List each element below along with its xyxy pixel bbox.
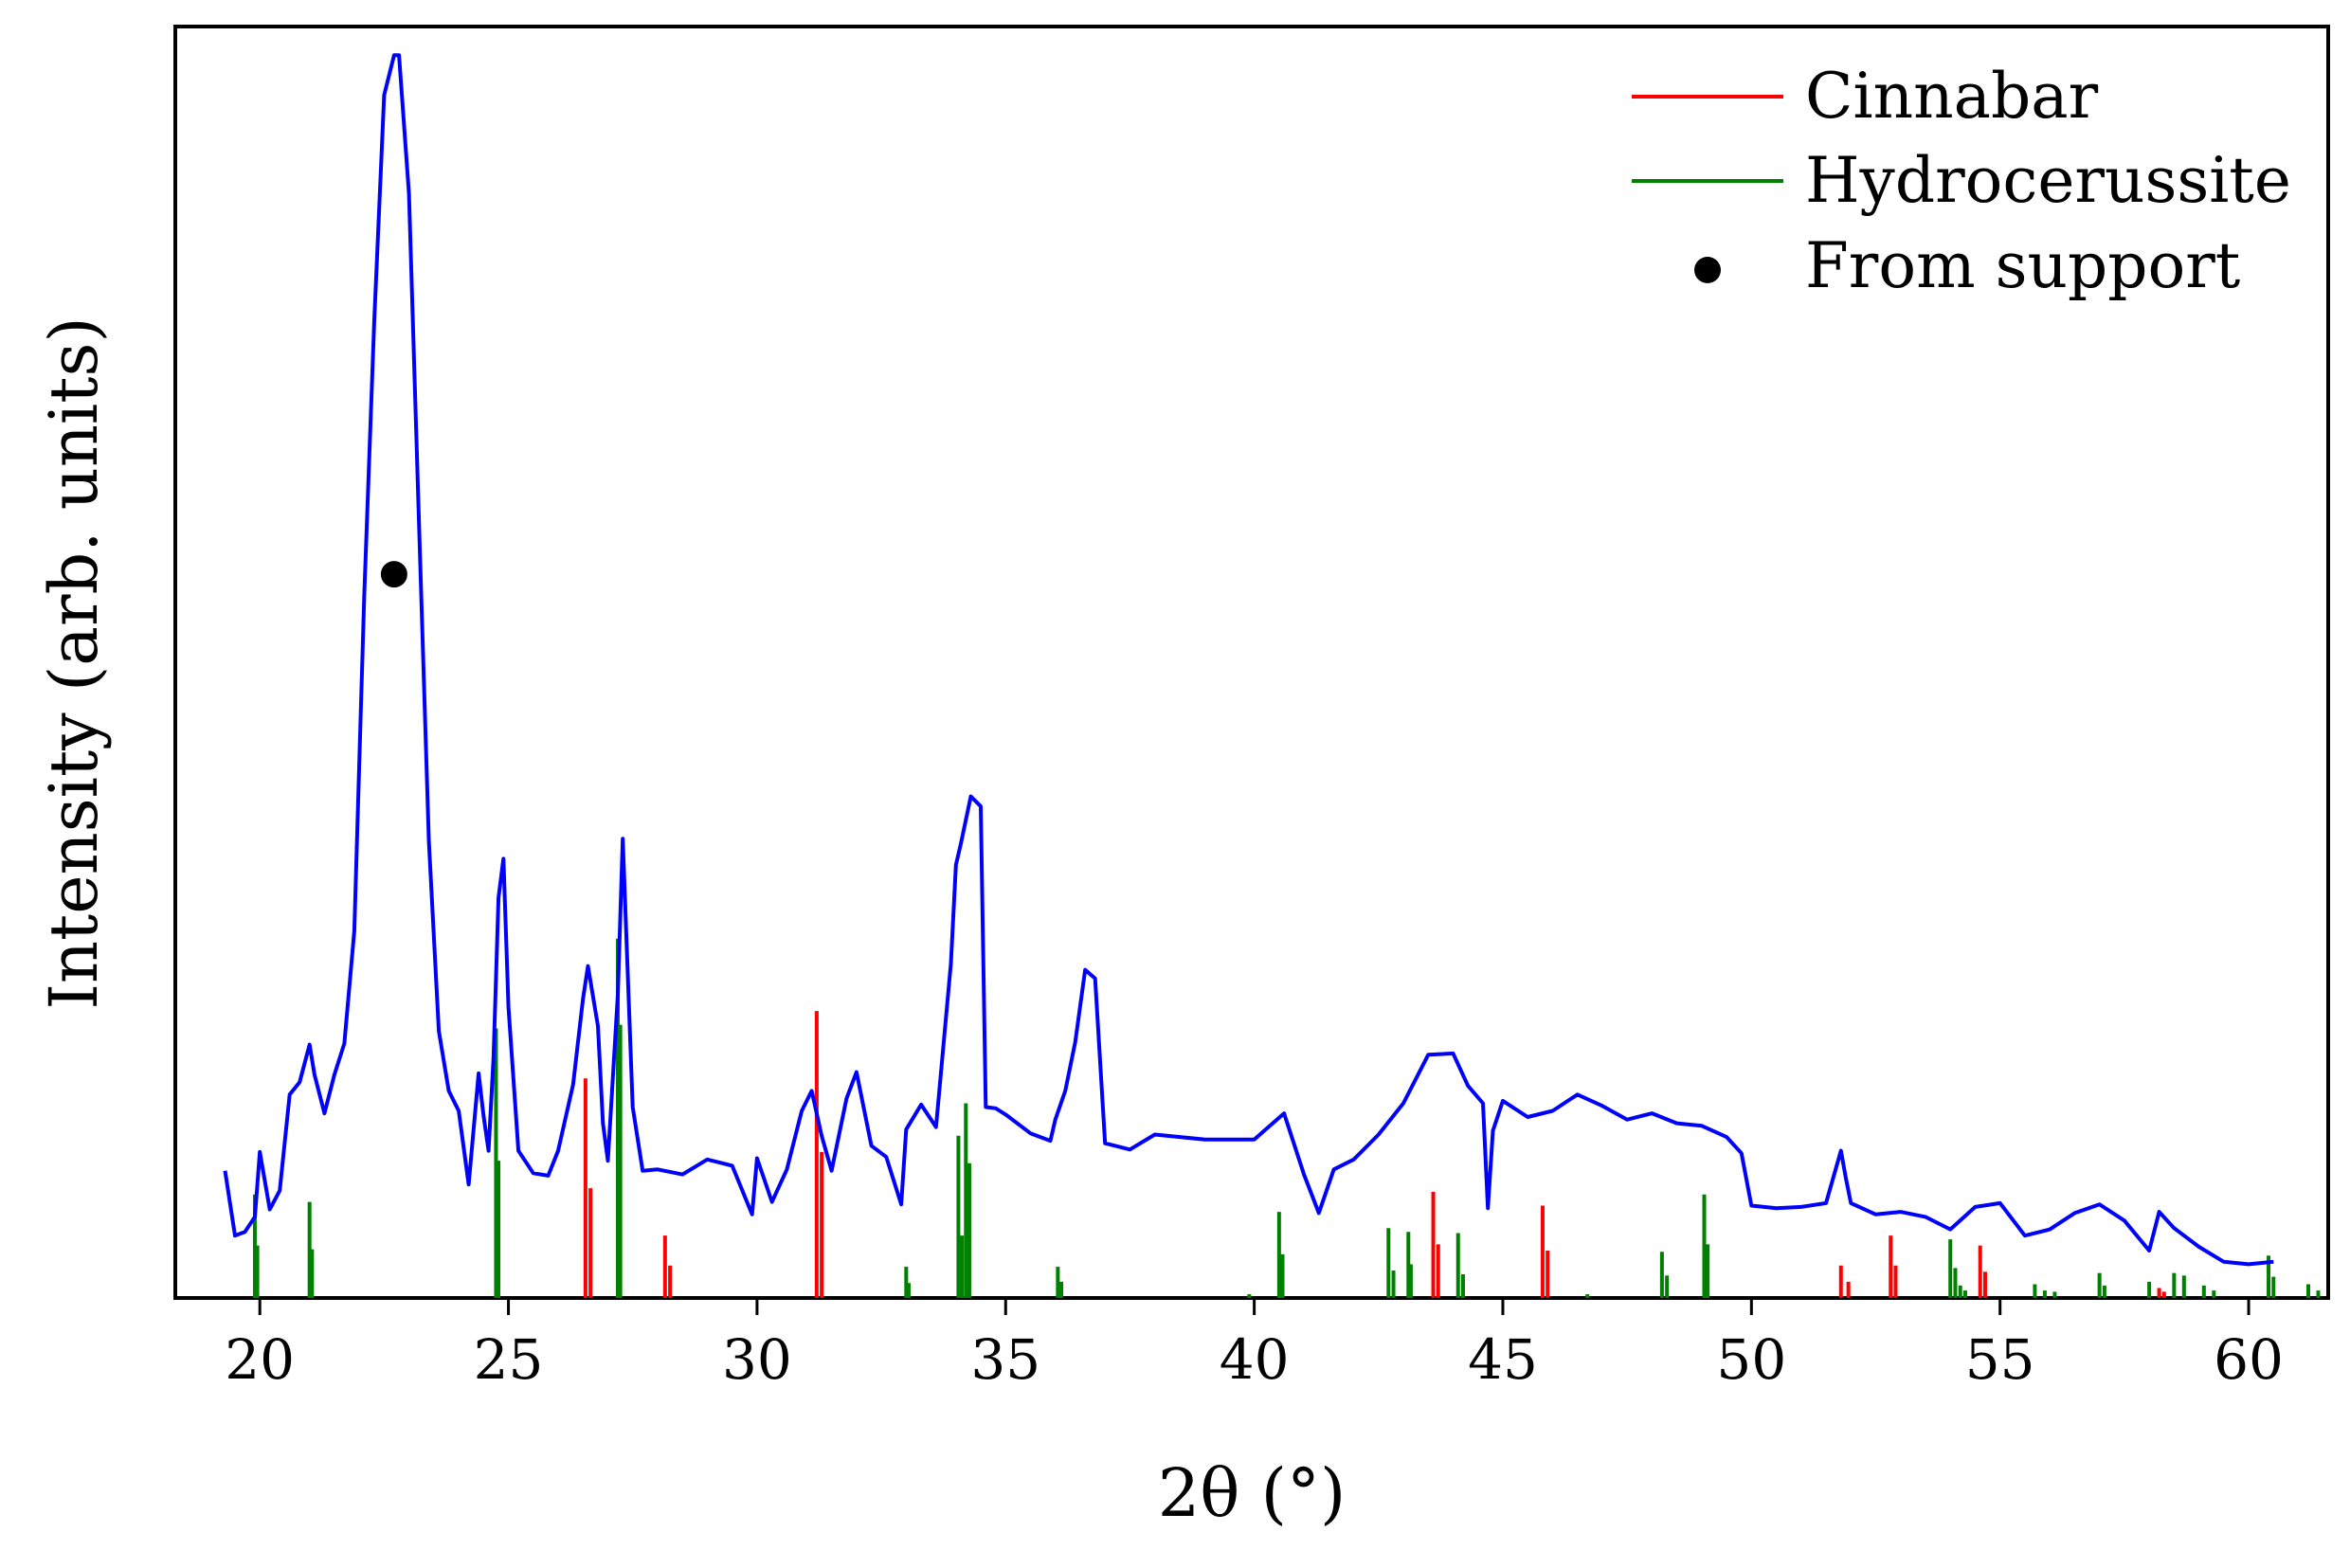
x-axis: 20 25 30 35 40 45 50 55 60 [225, 1298, 2284, 1392]
marker-layer [380, 561, 407, 588]
x-tick-label: 25 [474, 1327, 544, 1392]
x-tick-label: 35 [970, 1327, 1040, 1392]
x-tick-label: 45 [1468, 1327, 1538, 1392]
legend-label-hydrocerussite: Hydrocerussite [1805, 144, 2291, 217]
legend: Cinnabar Hydrocerussite From support [1632, 60, 2291, 302]
x-tick-label: 20 [225, 1327, 295, 1392]
x-tick-label: 50 [1716, 1327, 1786, 1392]
x-tick-label: 60 [2214, 1327, 2284, 1392]
x-tick-label: 30 [722, 1327, 792, 1392]
legend-marker-from-support [1694, 257, 1721, 283]
y-axis-title: Intensity (arb. units) [35, 316, 113, 1009]
x-axis-title: 2θ (°) [1158, 1454, 1347, 1532]
plot-frame [173, 25, 2330, 1300]
x-tick-label: 40 [1220, 1327, 1290, 1392]
xrd-pattern-line [223, 53, 2274, 1267]
reference-sticks [252, 938, 2321, 1298]
legend-label-from-support: From support [1805, 229, 2240, 302]
legend-label-cinnabar: Cinnabar [1805, 60, 2099, 133]
x-tick-label: 55 [1965, 1327, 2035, 1392]
support-peak-marker [380, 561, 407, 588]
pattern-layer [223, 53, 2274, 1267]
plot-area [173, 25, 2330, 1300]
